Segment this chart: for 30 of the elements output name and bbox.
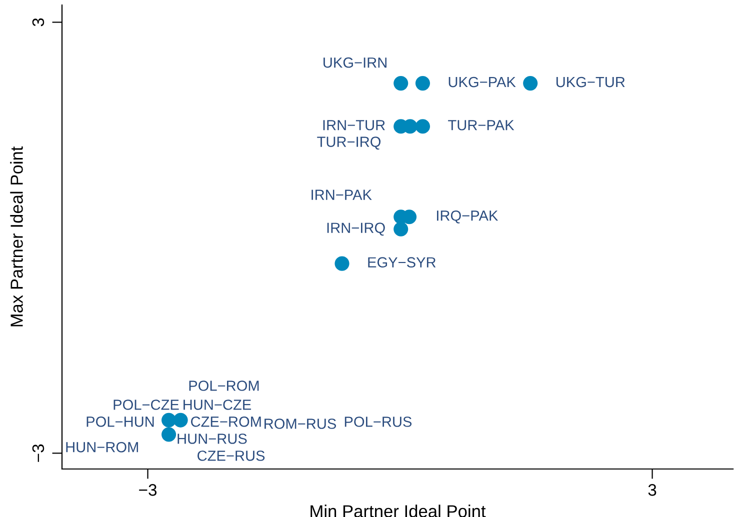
point [415, 119, 430, 134]
annotation: IRN−PAK [312, 190, 372, 200]
annotation: IRN−IRQ [327, 222, 385, 236]
annotation: HUN−RUS [178, 434, 247, 444]
annotation: POL−CZE [114, 400, 179, 410]
annotation: HUN−CZE [184, 400, 252, 410]
annotation: TUR−PAK [448, 120, 514, 130]
annotation: UKG−PAK [448, 76, 516, 88]
annotation: POL−RUS [344, 416, 412, 427]
annotation: TUR−IRQ [317, 136, 381, 150]
annotation: UKG−IRN [324, 57, 386, 68]
annotation: CZE−RUS [198, 450, 265, 461]
annotation: UKG−TUR [556, 76, 625, 88]
x-axis-title: Min Partner Ideal Point [310, 504, 486, 517]
y-axis-title: Max Partner Ideal Point [10, 146, 23, 326]
point [394, 76, 408, 91]
annotation: POL−ROM [189, 380, 259, 391]
annotation: IRN−TUR [323, 120, 385, 130]
annotation: CZE−ROM [191, 416, 261, 427]
annotation: HUN−ROM [66, 442, 138, 452]
point [394, 222, 408, 236]
point [415, 76, 430, 91]
annotation: ROM−RUS [264, 418, 336, 429]
annotation: EGY−SYR [368, 257, 436, 268]
point [523, 76, 538, 91]
annotation: POL−HUN [86, 416, 154, 427]
point [173, 412, 188, 428]
point [162, 427, 176, 442]
point [334, 256, 350, 271]
annotation: IRQ−PAK [437, 210, 498, 224]
